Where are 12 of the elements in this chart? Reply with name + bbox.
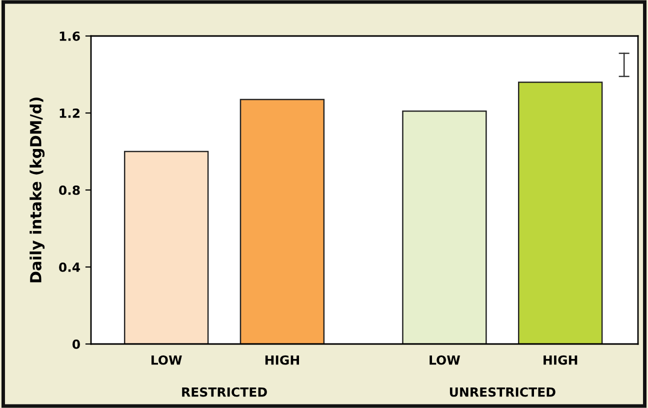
y-axis-title: Daily intake (kgDM/d) <box>30 98 45 282</box>
y-tick-label: 1.6 <box>60 31 80 41</box>
x-tick-label: HIGH <box>544 355 578 365</box>
x-tick-label: LOW <box>152 355 182 365</box>
x-tick-label: HIGH <box>265 355 299 365</box>
y-tick-label: 0 <box>72 339 80 349</box>
y-tick-label: 0.4 <box>59 262 80 272</box>
y-tick-label: 0.8 <box>59 185 80 195</box>
y-tick-label: 1.2 <box>60 108 80 118</box>
x-tick-label: LOW <box>430 355 460 365</box>
text: UNRESTRICTED <box>450 387 556 397</box>
text: RESTRICTED <box>182 387 267 397</box>
